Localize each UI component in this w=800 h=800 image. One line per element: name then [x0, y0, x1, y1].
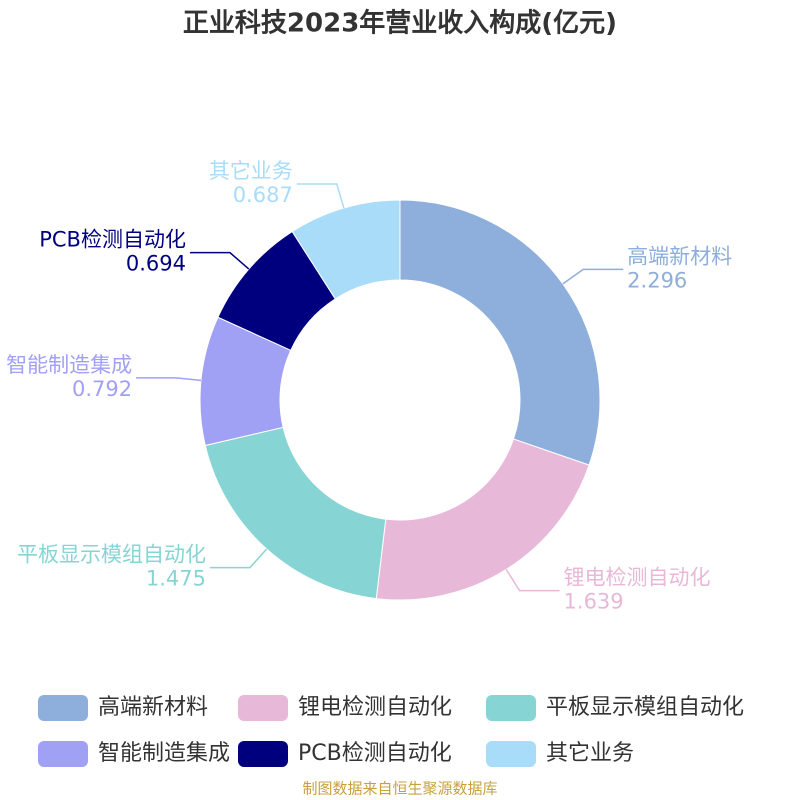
leader-line	[189, 251, 250, 270]
legend-swatch	[38, 741, 88, 767]
legend-label: 锂电检测自动化	[298, 695, 452, 720]
slice-label: 其它业务	[209, 159, 293, 183]
legend-label: 智能制造集成	[98, 741, 230, 766]
legend-label: PCB检测自动化	[298, 741, 452, 766]
slice-value: 1.639	[564, 590, 624, 614]
slice-value: 1.475	[146, 567, 206, 591]
slice-label: 平板显示模组自动化	[17, 543, 206, 567]
slice-value: 0.694	[126, 252, 186, 276]
legend-swatch	[38, 695, 88, 721]
legend-label: 高端新材料	[98, 695, 208, 720]
slice-value: 0.792	[72, 377, 132, 401]
leader-line	[562, 268, 624, 285]
chart-title: 正业科技2023年营业收入构成(亿元)	[183, 8, 617, 39]
legend-label: 平板显示模组自动化	[546, 695, 744, 720]
slice-value: 0.687	[233, 183, 293, 207]
donut-slice	[375, 438, 590, 601]
legend-swatch	[486, 741, 536, 767]
source-note: 制图数据来自恒生聚源数据库	[302, 780, 497, 798]
slice-label: 高端新材料	[627, 244, 732, 268]
leader-line	[209, 548, 268, 569]
legend-swatch	[238, 695, 288, 721]
slice-label: 锂电检测自动化	[564, 566, 711, 590]
donut-slice	[291, 199, 401, 300]
legend-label: 其它业务	[546, 741, 634, 766]
slice-label: 智能制造集成	[6, 353, 132, 377]
leader-line	[505, 569, 560, 592]
legend-swatch	[238, 741, 288, 767]
legend-swatch	[486, 695, 536, 721]
slice-value: 2.296	[627, 268, 687, 292]
donut-slice	[204, 426, 387, 600]
leader-line	[136, 377, 202, 382]
leader-line	[296, 183, 345, 209]
slice-label: PCB检测自动化	[39, 228, 186, 252]
donut-slice	[399, 199, 601, 466]
